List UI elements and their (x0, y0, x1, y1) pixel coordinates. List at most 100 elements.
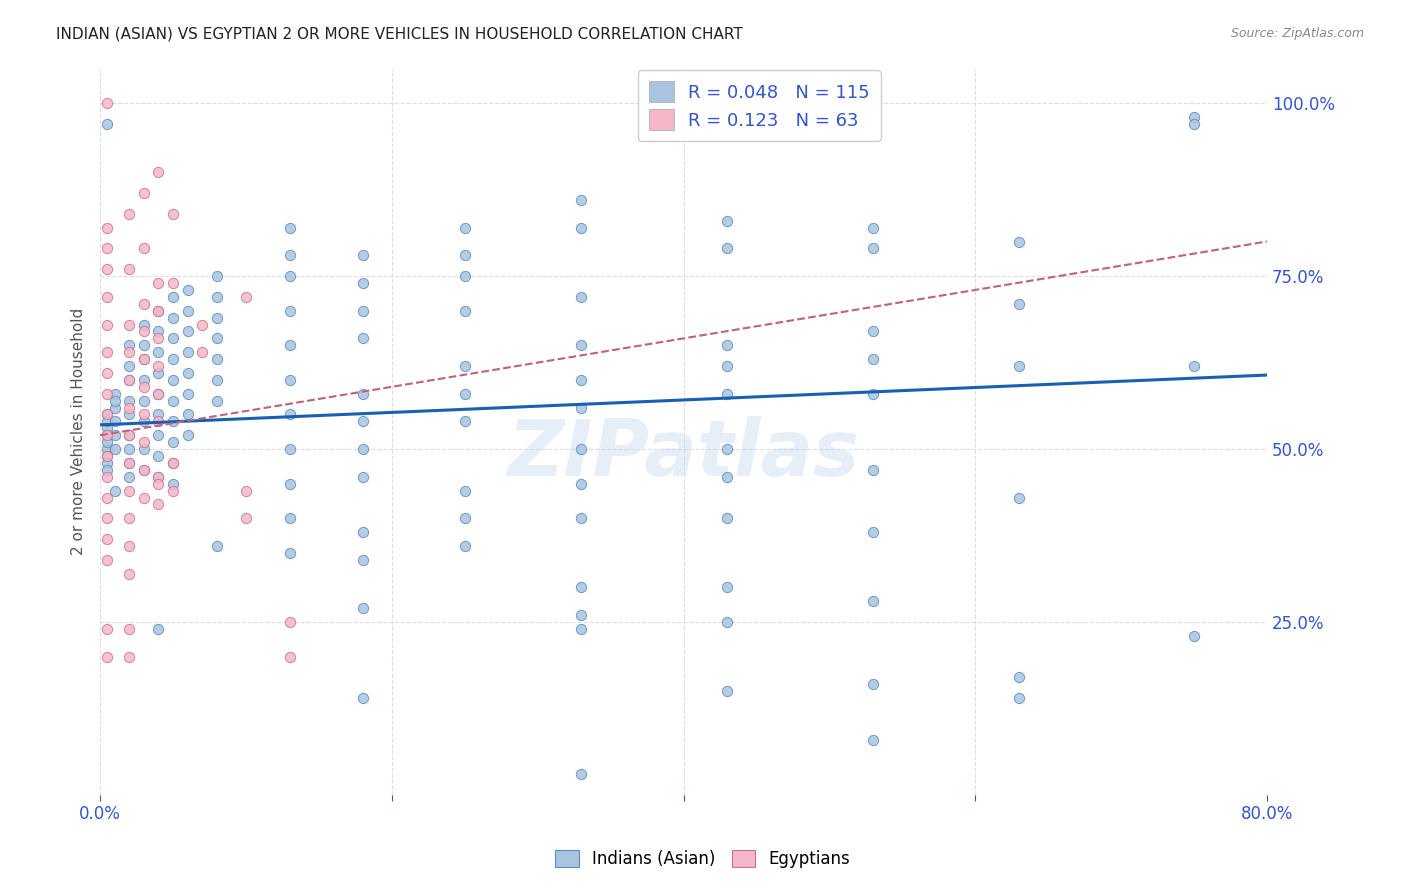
Point (352, 442, 374, 456)
Point (118, 207, 141, 221)
Point (571, 476, 593, 491)
Point (96, 408, 118, 422)
Point (1182, 117, 1205, 131)
Point (571, 373, 593, 387)
Point (862, 525, 884, 540)
Point (278, 408, 301, 422)
Text: Source: ZipAtlas.com: Source: ZipAtlas.com (1230, 27, 1364, 40)
Point (1008, 359, 1031, 373)
Point (571, 193, 593, 207)
Point (862, 352, 884, 367)
Point (148, 408, 170, 422)
Point (132, 393, 155, 408)
Point (716, 581, 738, 595)
Point (96, 96, 118, 111)
Point (118, 566, 141, 581)
Point (278, 615, 301, 629)
Point (191, 345, 214, 359)
Point (278, 303, 301, 318)
Point (205, 539, 228, 553)
Point (132, 352, 155, 367)
Point (191, 318, 214, 332)
Point (132, 373, 155, 387)
Point (96, 366, 118, 380)
Point (205, 290, 228, 304)
Point (176, 386, 198, 401)
Point (148, 428, 170, 442)
Point (352, 248, 374, 262)
Point (454, 386, 477, 401)
Point (96, 463, 118, 477)
Point (118, 511, 141, 525)
Point (205, 352, 228, 367)
Point (454, 269, 477, 284)
Point (162, 290, 184, 304)
Point (352, 525, 374, 540)
Point (132, 380, 155, 394)
Point (118, 649, 141, 664)
Point (118, 318, 141, 332)
Point (148, 476, 170, 491)
Point (716, 359, 738, 373)
Point (716, 469, 738, 483)
Point (1008, 297, 1031, 311)
Point (96, 532, 118, 546)
Point (148, 325, 170, 339)
Point (162, 435, 184, 450)
Point (132, 325, 155, 339)
Point (352, 691, 374, 706)
Point (1008, 670, 1031, 684)
Point (148, 386, 170, 401)
Point (118, 483, 141, 498)
Point (278, 511, 301, 525)
Point (132, 414, 155, 428)
Point (205, 331, 228, 345)
Point (278, 220, 301, 235)
Point (205, 310, 228, 325)
Point (96, 649, 118, 664)
Point (118, 338, 141, 352)
Point (132, 338, 155, 352)
Point (132, 435, 155, 450)
Point (176, 303, 198, 318)
Point (571, 401, 593, 415)
Point (96, 435, 118, 450)
Point (96, 290, 118, 304)
Point (278, 476, 301, 491)
Point (1182, 359, 1205, 373)
Point (132, 463, 155, 477)
Point (148, 622, 170, 636)
Point (148, 303, 170, 318)
Point (118, 345, 141, 359)
Point (862, 325, 884, 339)
Point (571, 608, 593, 623)
Point (104, 428, 127, 442)
Point (118, 428, 141, 442)
Point (132, 297, 155, 311)
Point (96, 345, 118, 359)
Point (862, 386, 884, 401)
Point (148, 386, 170, 401)
Point (96, 408, 118, 422)
Point (162, 456, 184, 470)
Point (118, 469, 141, 483)
Point (162, 310, 184, 325)
Point (278, 338, 301, 352)
Point (235, 290, 257, 304)
Point (162, 373, 184, 387)
Point (1008, 491, 1031, 505)
Point (118, 622, 141, 636)
Point (454, 359, 477, 373)
Point (162, 276, 184, 290)
Point (716, 511, 738, 525)
Point (148, 331, 170, 345)
Point (132, 242, 155, 256)
Point (162, 414, 184, 428)
Point (278, 546, 301, 560)
Point (148, 366, 170, 380)
Point (96, 414, 118, 428)
Point (862, 732, 884, 747)
Point (118, 428, 141, 442)
Point (96, 386, 118, 401)
Point (118, 401, 141, 415)
